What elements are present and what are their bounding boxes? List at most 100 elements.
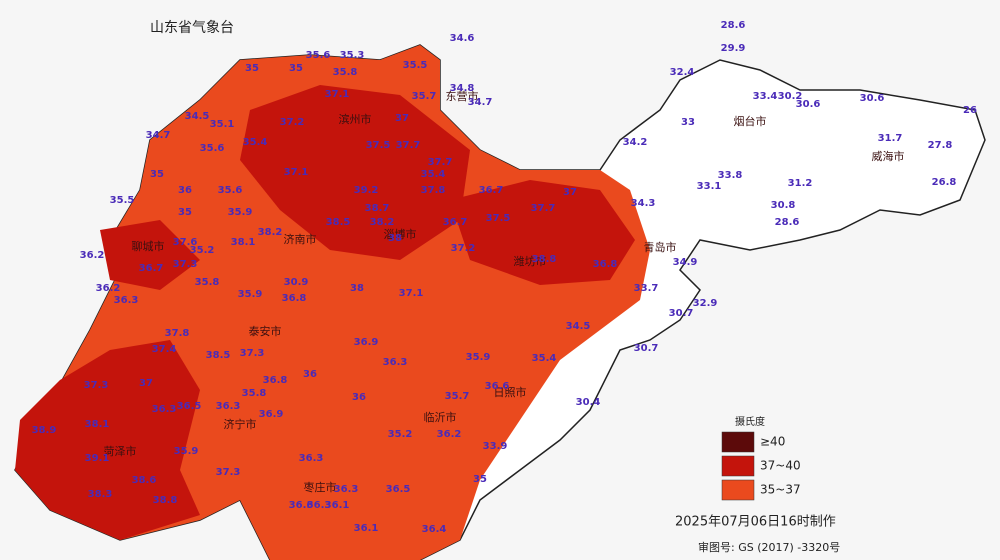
station-temperature: 38	[350, 283, 364, 294]
station-temperature: 35.1	[210, 119, 235, 130]
station-temperature: 35.2	[190, 245, 215, 256]
station-temperature: 36	[352, 392, 366, 403]
station-temperature: 35	[245, 63, 259, 74]
station-temperature: 34.3	[631, 198, 656, 209]
station-temperature: 38.8	[153, 495, 178, 506]
station-temperature: 36.4	[422, 524, 447, 535]
legend-swatch	[721, 479, 755, 501]
zone-37-40	[450, 180, 635, 285]
station-temperature: 26.8	[932, 177, 957, 188]
station-temperature: 36.6	[289, 500, 314, 511]
station-temperature: 38.1	[231, 237, 256, 248]
city-name: 菏泽市	[104, 444, 137, 458]
city-name: 青岛市	[644, 240, 677, 254]
station-temperature: 37.1	[399, 288, 424, 299]
city-name: 淄博市	[384, 227, 417, 241]
city-name: 烟台市	[734, 114, 767, 128]
station-temperature: 36.3	[152, 404, 177, 415]
city-name: 潍坊市	[514, 254, 547, 268]
legend-label: ≥40	[760, 435, 785, 449]
station-temperature: 35.5	[403, 60, 428, 71]
city-name: 济南市	[284, 232, 317, 246]
station-temperature: 34.7	[146, 130, 171, 141]
station-temperature: 36	[178, 185, 192, 196]
station-temperature: 38.9	[32, 425, 57, 436]
station-temperature: 35.8	[195, 277, 220, 288]
city-name: 枣庄市	[304, 480, 337, 494]
station-temperature: 33.7	[634, 283, 659, 294]
zone-37-40	[240, 85, 470, 260]
station-temperature: 36.6	[485, 381, 510, 392]
station-temperature: 31.2	[788, 178, 813, 189]
station-temperature: 35.9	[466, 352, 491, 363]
station-temperature: 37.7	[531, 203, 556, 214]
station-temperature: 38	[388, 233, 402, 244]
zone-37-40	[15, 340, 200, 540]
city-name: 聊城市	[132, 239, 165, 253]
station-temperature: 37.4	[152, 344, 177, 355]
station-temperature: 30.4	[576, 397, 601, 408]
station-temperature: 38.1	[85, 419, 110, 430]
station-temperature: 34.6	[450, 33, 475, 44]
city-name: 济宁市	[224, 417, 257, 431]
station-temperature: 26	[963, 105, 977, 116]
station-temperature: 35.6	[306, 50, 331, 61]
station-temperature: 38.2	[370, 217, 395, 228]
station-temperature: 36.3	[216, 401, 241, 412]
station-temperature: 35.6	[200, 143, 225, 154]
station-temperature: 35	[289, 63, 303, 74]
station-temperature: 36.2	[96, 283, 121, 294]
station-temperature: 37.7	[428, 157, 453, 168]
station-temperature: 37	[563, 187, 577, 198]
station-temperature: 38.5	[206, 350, 231, 361]
station-temperature: 36.2	[80, 250, 105, 261]
station-temperature: 37.3	[84, 380, 109, 391]
station-temperature: 29.9	[721, 43, 746, 54]
station-temperature: 36.5	[386, 484, 411, 495]
station-temperature: 37.7	[396, 140, 421, 151]
station-temperature: 36	[303, 369, 317, 380]
station-temperature: 32.4	[670, 67, 695, 78]
station-temperature: 30.2	[778, 91, 803, 102]
city-name: 威海市	[872, 149, 905, 163]
station-temperature: 37.8	[421, 185, 446, 196]
station-temperature: 35.6	[218, 185, 243, 196]
station-temperature: 36.8	[263, 375, 288, 386]
station-temperature: 36.7	[479, 185, 504, 196]
station-temperature: 35.8	[242, 388, 267, 399]
station-temperature: 36.3	[383, 357, 408, 368]
station-temperature: 34.2	[623, 137, 648, 148]
station-temperature: 34.8	[450, 83, 475, 94]
station-temperature: 33.8	[718, 170, 743, 181]
station-temperature: 38.3	[88, 489, 113, 500]
station-temperature: 28.6	[775, 217, 800, 228]
station-temperature: 36.7	[443, 217, 468, 228]
station-temperature: 34.7	[468, 97, 493, 108]
station-temperature: 33.1	[697, 181, 722, 192]
legend-label: 35~37	[760, 483, 801, 497]
legend: ≥40 37~40 35~37	[721, 431, 801, 501]
station-temperature: 36.2	[437, 429, 462, 440]
station-temperature: 37	[395, 113, 409, 124]
station-temperature: 36.9	[354, 337, 379, 348]
station-temperature: 36.3	[334, 484, 359, 495]
station-temperature: 28.6	[721, 20, 746, 31]
station-temperature: 35	[178, 207, 192, 218]
station-temperature: 31.7	[878, 133, 903, 144]
station-temperature: 35.4	[421, 169, 446, 180]
station-temperature: 36.3	[307, 500, 332, 511]
station-temperature: 35.9	[228, 207, 253, 218]
map-title: 山东省气象台	[150, 20, 234, 36]
station-temperature: 35.9	[174, 446, 199, 457]
station-temperature: 33.4	[753, 91, 778, 102]
station-temperature: 37.6	[173, 237, 198, 248]
station-temperature: 38.8	[532, 254, 557, 265]
station-temperature: 36.3	[114, 295, 139, 306]
station-temperature: 37.2	[280, 117, 305, 128]
station-temperature: 37.3	[216, 467, 241, 478]
station-temperature: 35.5	[110, 195, 135, 206]
station-temperature: 34.9	[673, 257, 698, 268]
station-temperature: 33	[681, 117, 695, 128]
legend-swatch	[721, 431, 755, 453]
